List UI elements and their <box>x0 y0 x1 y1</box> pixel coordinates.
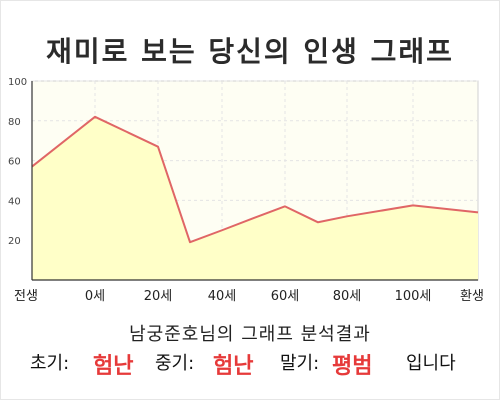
analysis-title: 남궁준호님의 그래프 분석결과 <box>129 324 371 345</box>
x-tick-label: 100세 <box>395 289 432 304</box>
early-label: 초기: <box>30 353 70 374</box>
series-area <box>32 116 478 280</box>
late-value: 평범 <box>332 354 373 379</box>
y-tick-label: 20 <box>8 236 21 247</box>
x-tick-label: 환생 <box>460 289 484 304</box>
ending-text: 입니다 <box>406 353 456 374</box>
series-line <box>31 115 479 244</box>
y-tick-label: 60 <box>8 157 21 168</box>
x-tick-label: 40세 <box>208 289 237 304</box>
x-tick-label: 전생 <box>14 289 38 304</box>
x-tick-label: 20세 <box>144 289 173 304</box>
x-tick-label: 60세 <box>271 289 300 304</box>
chart-title: 재미로 보는 당신의 인생 그래프 <box>46 35 454 68</box>
y-tick-label: 100 <box>8 77 27 88</box>
middle-label: 중기: <box>155 353 195 374</box>
x-tick-label: 0세 <box>85 289 105 304</box>
x-tick-label: 80세 <box>333 289 362 304</box>
middle-value: 험난 <box>213 354 254 379</box>
late-label: 말기: <box>280 353 320 374</box>
y-tick-label: 80 <box>8 117 21 128</box>
y-tick-label: 40 <box>8 196 21 207</box>
early-value: 험난 <box>93 354 134 379</box>
